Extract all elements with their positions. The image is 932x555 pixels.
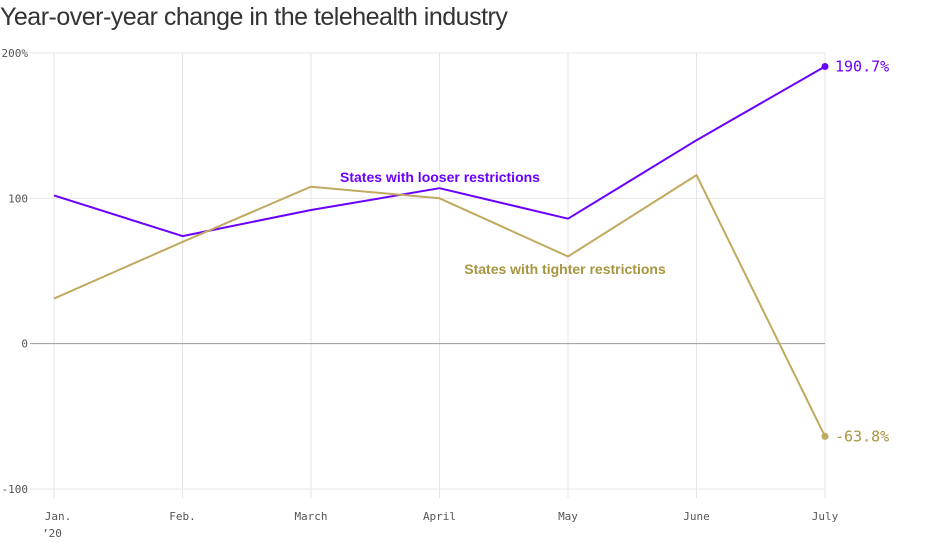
series-line-0 [53, 65, 826, 238]
x-tick-label: March [294, 510, 327, 523]
series-name-label-1: States with tighter restrictions [464, 261, 666, 277]
series-line-1 [53, 174, 826, 437]
y-tick-label: 200% [2, 47, 29, 60]
y-tick-label: -100 [2, 483, 29, 496]
x-tick-label: June [683, 510, 710, 523]
series-name-label-0: States with looser restrictions [340, 169, 540, 185]
series-labels: States with looser restrictions States wi… [340, 169, 666, 277]
x-axis-tick-labels: Jan. Feb. March April May June July ’20 [42, 510, 839, 540]
y-tick-label: 0 [21, 338, 28, 351]
x-tick-label: Feb. [169, 510, 196, 523]
x-tick-label: Jan. [45, 510, 72, 523]
x-year-label: ’20 [42, 527, 62, 540]
series-end-dot-1 [821, 432, 829, 440]
series-end-value-label-1: -63.8% [835, 427, 889, 445]
chart-title: Year-over-year change in the telehealth … [0, 3, 508, 31]
series-lines [53, 65, 826, 437]
series-end-dot-0 [821, 63, 829, 71]
y-tick-label: 100 [8, 192, 28, 205]
x-tick-label: July [812, 510, 839, 523]
x-tick-label: May [558, 510, 578, 523]
y-axis-tick-labels: 200% 100 0 -100 [2, 47, 29, 496]
x-tick-label: April [423, 510, 456, 523]
end-markers: 190.7% -63.8% [821, 58, 889, 445]
vertical-gridlines [53, 53, 826, 498]
series-end-value-label-0: 190.7% [835, 58, 889, 76]
horizontal-gridlines [30, 52, 825, 490]
